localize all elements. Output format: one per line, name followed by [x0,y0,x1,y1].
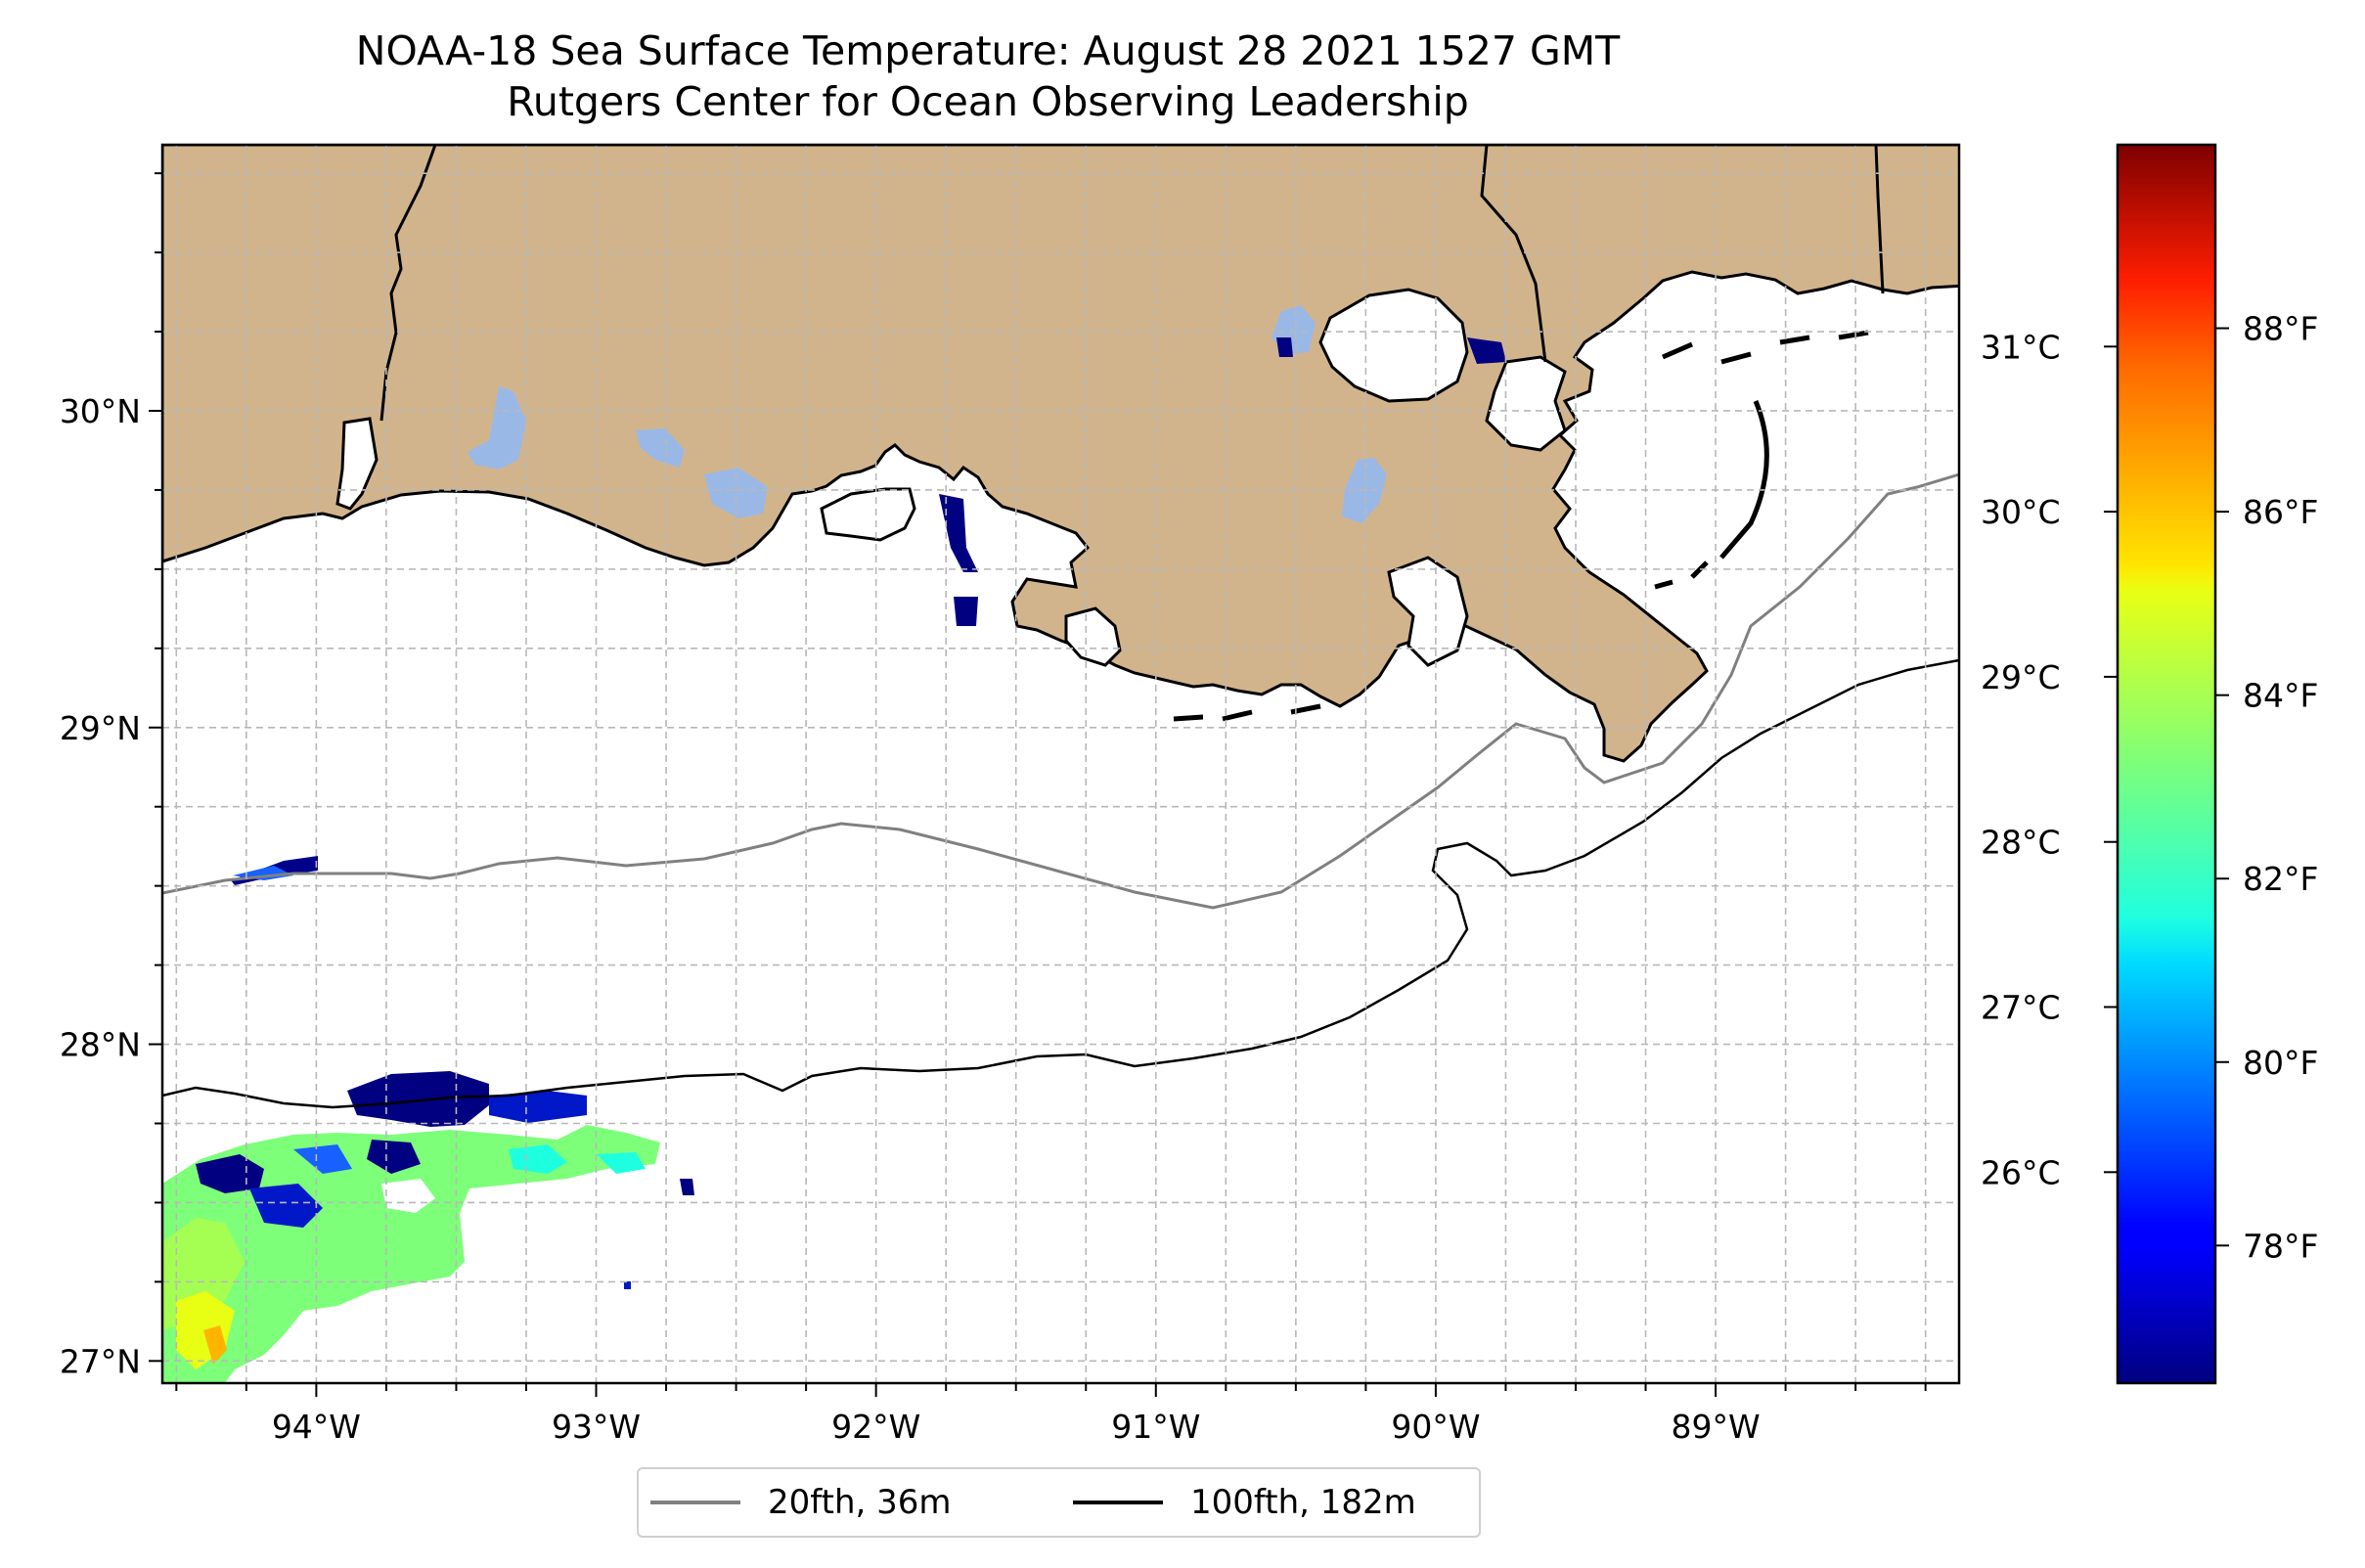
lon-tick-label: 94°W [272,1408,361,1446]
lat-tick-label: 28°N [60,1026,141,1064]
colorbar-label-f: 80°F [2243,1044,2318,1082]
legend-swatch-20fth [650,1501,740,1504]
lon-tick-label: 90°W [1391,1408,1480,1446]
legend-item-100fth: 100fth, 182m [1073,1469,1416,1536]
inland-lake [468,386,526,470]
inland-lake [636,428,685,468]
legend-swatch-100fth [1073,1501,1163,1504]
colorbar-label-f: 86°F [2243,493,2318,531]
colorbar-labels: 78°F 80°F 82°F 84°F 86°F 88°F 26°C 27°C 28°C 29°C… [1981,310,2318,1266]
state-border [379,145,1885,422]
colorbar-label-f: 88°F [2243,310,2318,348]
land-louisiana-texas [162,145,1959,763]
colorbar-label-f: 78°F [2243,1227,2318,1265]
sabine-lake [335,417,379,511]
title-line-2: Rutgers Center for Ocean Observing Leade… [507,78,1469,125]
colorbar-label-f: 82°F [2243,860,2318,898]
lat-tick-label: 27°N [60,1342,141,1380]
lon-tick-label: 91°W [1111,1408,1200,1446]
legend-label-20fth: 20fth, 36m [768,1483,952,1522]
colorbar-label-c: 28°C [1981,824,2061,862]
atchafalaya-bay [1064,606,1122,667]
vermilion-bay [820,487,916,542]
colorbar-ticks [2104,327,2229,1247]
legend-label-100fth: 100fth, 182m [1190,1483,1416,1522]
map-gridlines [162,145,1959,1383]
colorbar [2116,143,2217,1385]
axis-ticks [149,172,1927,1397]
lon-tick-label: 89°W [1671,1408,1760,1446]
lon-tick-label: 92°W [831,1408,920,1446]
contour-legend: 20fth, 36m 100fth, 182m [637,1467,1481,1538]
lat-tick-label: 30°N [60,392,141,430]
colorbar-label-f: 84°F [2243,677,2318,715]
legend-item-20fth: 20fth, 36m [650,1469,952,1536]
barataria-bay [1387,556,1469,667]
plot-frame [160,143,1961,1385]
axis-tick-labels: 94°W 93°W 92°W 91°W 90°W 89°W 27°N 28°N 29°N 30°N [60,392,1761,1446]
colorbar-label-c: 30°C [1981,493,2061,531]
chandeleur-islands [1654,400,1769,590]
colorbar-label-c: 27°C [1981,989,2061,1027]
colorbar-label-c: 29°C [1981,658,2061,696]
colorbar-label-c: 26°C [1981,1153,2061,1191]
barrier-islands [1173,330,1869,722]
chart-title: NOAA-18 Sea Surface Temperature: August … [0,25,1976,127]
inland-lake [704,468,768,518]
contour-20fth [162,472,1959,910]
contour-100fth [162,658,1959,1109]
sst-data [162,337,1506,1383]
lake-pontchartrain [1318,288,1469,403]
lat-tick-label: 29°N [60,709,141,747]
colorbar-label-c: 31°C [1981,328,2061,366]
title-line-1: NOAA-18 Sea Surface Temperature: August … [355,27,1621,74]
lon-tick-label: 93°W [552,1408,641,1446]
